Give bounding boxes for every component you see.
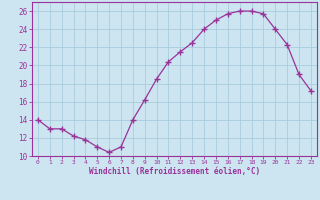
X-axis label: Windchill (Refroidissement éolien,°C): Windchill (Refroidissement éolien,°C): [89, 167, 260, 176]
